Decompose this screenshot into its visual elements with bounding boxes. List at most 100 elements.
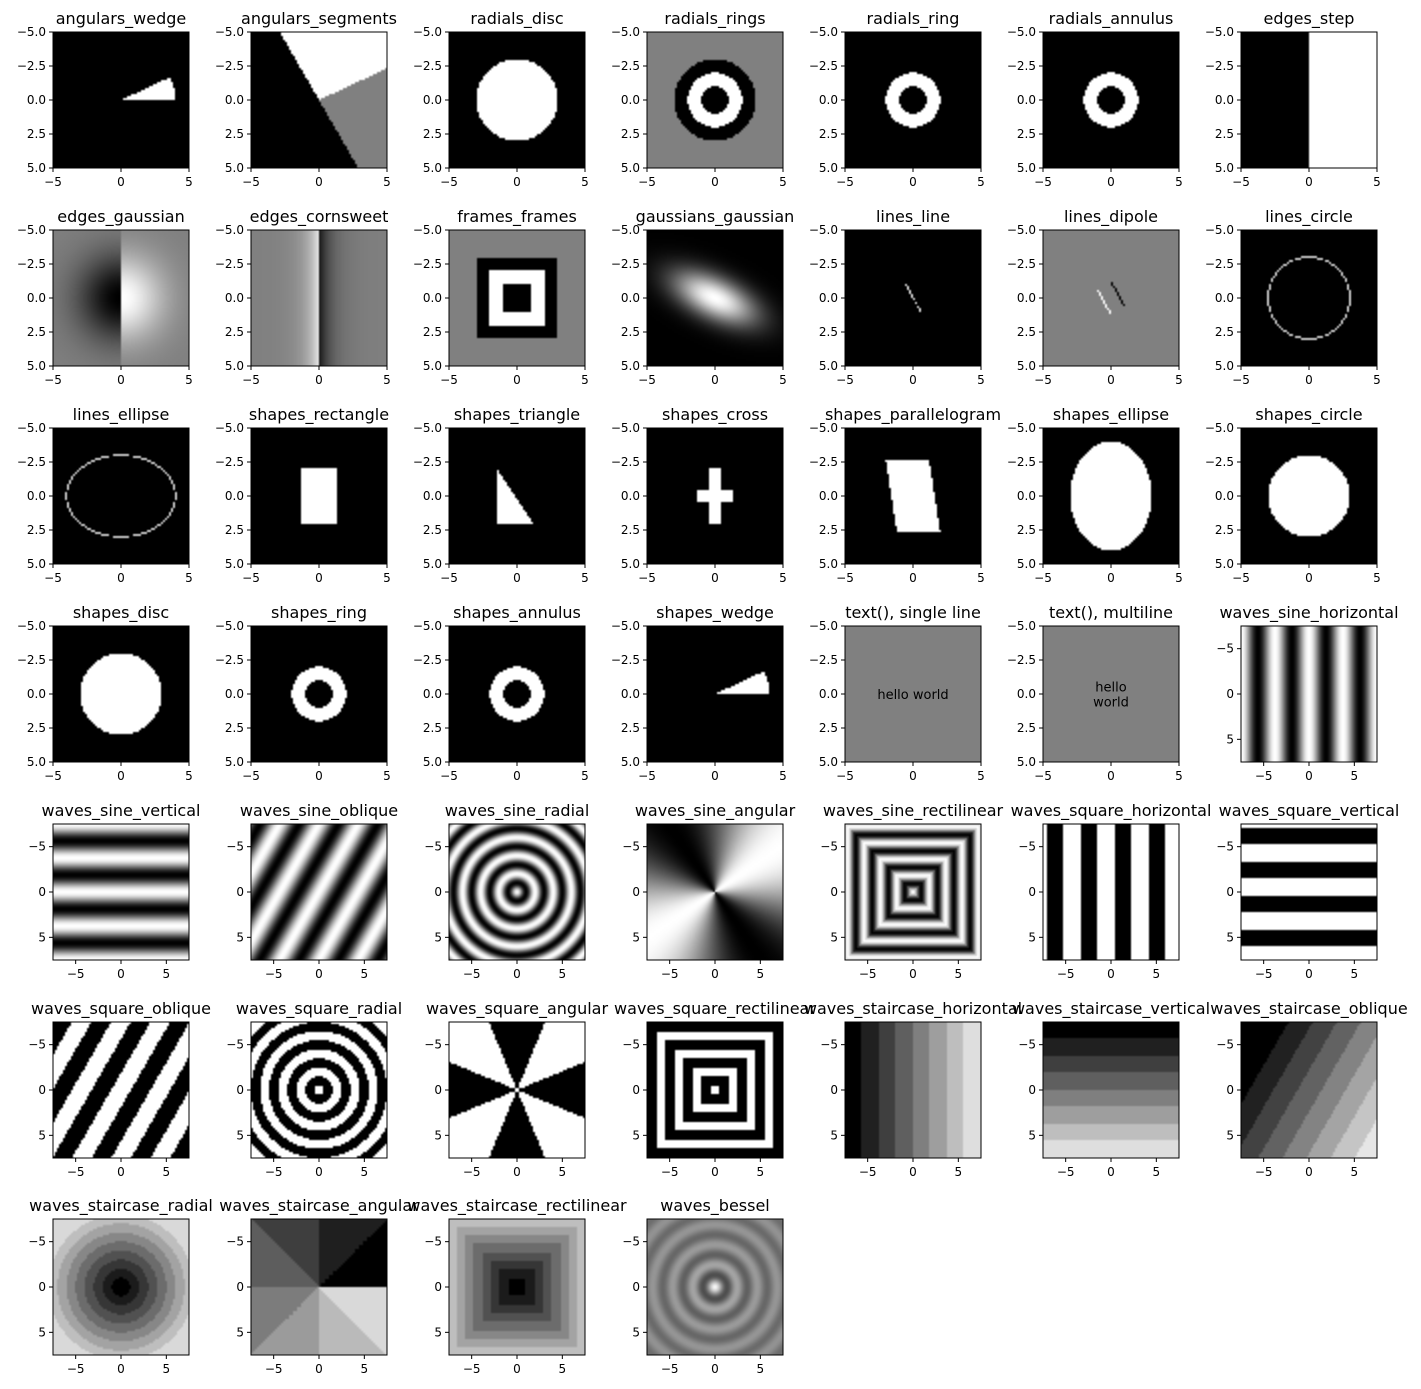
subplot-sine_ob: waves_sine_oblique −5 0 5 −5 0 5 [226,801,398,981]
stimulus-image [1043,824,1179,960]
y-tick-label: 2.5 [1017,325,1036,339]
x-tick-label: 5 [977,373,985,387]
x-tick-label: 0 [117,373,125,387]
y-tick-label: −5 [1018,1038,1036,1052]
subplot-shapes_ellipse: shapes_ellipse −5 0 5 −5.0 −2.5 0.0 2.5 5.0 [1007,405,1183,585]
y-tick-label: 5.0 [423,359,442,373]
y-tick-label: 5 [1028,930,1036,944]
x-tick-label: −5 [836,571,854,585]
y-tick-label: −5.0 [17,25,46,39]
y-tick-label: 0.0 [225,489,244,503]
y-tick-label: 2.5 [621,325,640,339]
y-tick-label: −5.0 [611,619,640,633]
y-tick-label: 5 [38,930,46,944]
y-tick-label: −5.0 [809,619,838,633]
y-tick-label: 5.0 [423,755,442,769]
x-tick-label: −5 [859,967,877,981]
stimulus-image [53,1022,189,1158]
y-tick-label: 0.0 [225,687,244,701]
x-tick-label: −5 [661,1165,679,1179]
subplot-lines_circle: lines_circle −5 0 5 −5.0 −2.5 0.0 2.5 5.0 [1205,207,1381,387]
y-tick-label: −2.5 [1205,59,1234,73]
x-tick-label: 5 [955,1165,963,1179]
y-tick-label: 2.5 [1017,127,1036,141]
y-tick-label: 5.0 [27,755,46,769]
x-tick-label: 5 [1153,1165,1161,1179]
x-tick-label: −5 [1232,175,1250,189]
x-tick-label: −5 [44,571,62,585]
stimulus-image [845,626,981,762]
subplot-frames_frames: frames_frames −5 0 5 −5.0 −2.5 0.0 2.5 5.0 [413,207,589,387]
stimulus-image [251,32,387,168]
y-tick-label: −2.5 [1205,455,1234,469]
x-tick-label: −5 [638,175,656,189]
stimulus-image [845,32,981,168]
x-tick-label: 0 [711,175,719,189]
x-tick-label: 0 [1305,1165,1313,1179]
x-tick-label: 0 [513,967,521,981]
x-tick-label: 0 [315,175,323,189]
x-tick-label: −5 [1057,1165,1075,1179]
subplot-angulars_wedge: angulars_wedge −5 0 5 −5.0 −2.5 0.0 2.5 5.0 [17,9,193,189]
subplot-title: waves_sine_oblique [240,801,398,821]
y-tick-label: −5.0 [413,619,442,633]
y-tick-label: −5.0 [215,25,244,39]
y-tick-label: −2.5 [17,455,46,469]
subplot-title: frames_frames [457,207,577,227]
subplot-title: waves_staircase_vertical [1012,999,1210,1019]
stimulus-image [251,1022,387,1158]
y-tick-label: 0 [38,885,46,899]
y-tick-label: −2.5 [413,455,442,469]
subplot-edges_cornsweet: edges_cornsweet −5 0 5 −5.0 −2.5 0.0 2.5 5.0 [215,207,391,387]
subplot-angulars_segments: angulars_segments −5 0 5 −5.0 −2.5 0.0 2.5 5.0 [215,9,397,189]
subplot-shapes_rectangle: shapes_rectangle −5 0 5 −5.0 −2.5 0.0 2.5 5.0 [215,405,391,585]
y-tick-label: 2.5 [27,325,46,339]
subplot-sq_h: waves_square_horizontal −5 0 5 −5 0 5 [1011,801,1212,981]
y-tick-label: −5 [226,1235,244,1249]
x-tick-label: 5 [581,571,589,585]
x-tick-label: −5 [661,1362,679,1376]
x-tick-label: −5 [440,571,458,585]
y-tick-label: 5 [1226,930,1234,944]
y-tick-label: −2.5 [1007,455,1036,469]
x-tick-label: 5 [1175,571,1183,585]
x-tick-label: −5 [638,571,656,585]
y-tick-label: −5.0 [1205,223,1234,237]
x-tick-label: −5 [440,175,458,189]
subplot-title: edges_step [1264,9,1355,29]
x-tick-label: 5 [185,175,193,189]
x-tick-label: 0 [1107,1165,1115,1179]
y-tick-label: 5.0 [225,161,244,175]
subplot-title: shapes_triangle [454,405,580,425]
subplot-shapes_circle: shapes_circle −5 0 5 −5.0 −2.5 0.0 2.5 5.0 [1205,405,1381,585]
y-tick-label: 5 [1226,732,1234,746]
x-tick-label: 5 [779,769,787,783]
y-tick-label: 0.0 [27,93,46,107]
y-tick-label: −5 [28,840,46,854]
stimulus-image [1043,626,1179,762]
subplot-title: shapes_rectangle [249,405,389,425]
y-tick-label: 5.0 [27,359,46,373]
x-tick-label: −5 [1255,769,1273,783]
subplot-title: waves_square_angular [426,999,609,1019]
stimulus-image [647,1219,783,1355]
subplot-title: shapes_circle [1255,405,1362,425]
y-tick-label: −5.0 [1205,25,1234,39]
y-tick-label: 2.5 [1017,721,1036,735]
x-tick-label: 0 [711,967,719,981]
x-tick-label: 5 [977,571,985,585]
x-tick-label: 0 [1107,175,1115,189]
stimulus-image [647,1022,783,1158]
subplot-sq_v: waves_square_vertical −5 0 5 −5 0 5 [1216,801,1399,981]
y-tick-label: 0 [1028,885,1036,899]
y-tick-label: 2.5 [423,127,442,141]
stimulus-image [251,824,387,960]
y-tick-label: −2.5 [809,257,838,271]
subplot-title: waves_sine_vertical [42,801,201,821]
stimulus-image [1241,626,1377,762]
y-tick-label: 5.0 [621,161,640,175]
y-tick-label: 5.0 [27,161,46,175]
y-tick-label: 5 [1226,1128,1234,1142]
